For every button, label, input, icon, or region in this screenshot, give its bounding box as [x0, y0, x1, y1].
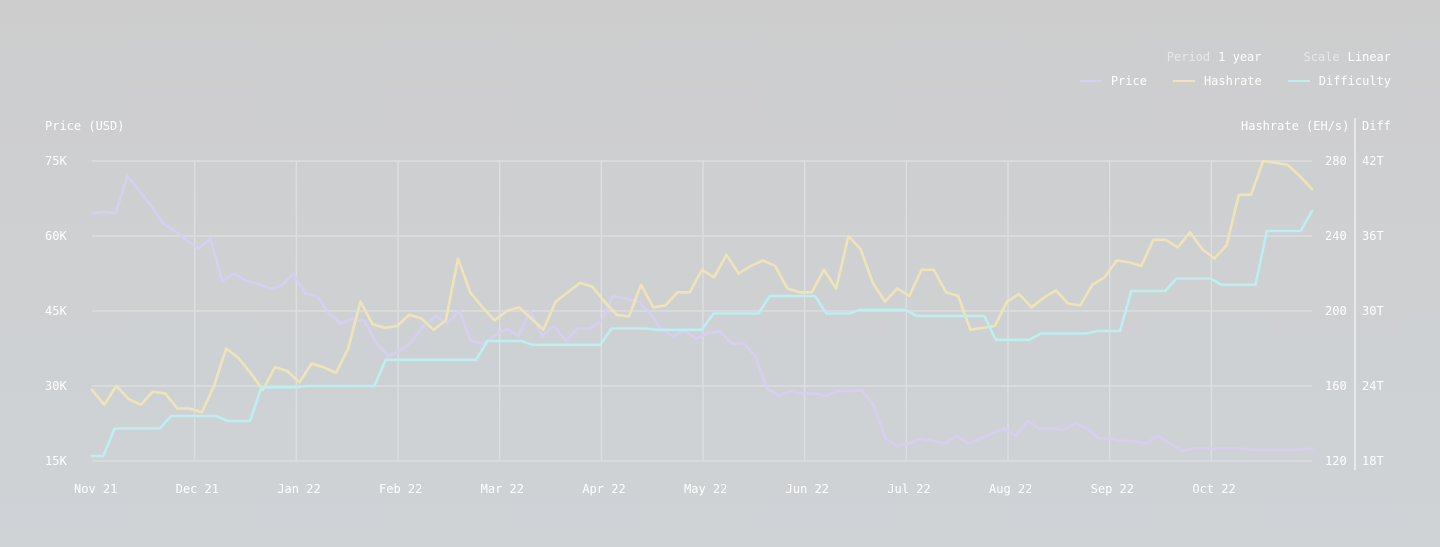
chart-controls: Period 1 year Scale Linear: [1167, 50, 1391, 64]
difficulty-tick-label: 36T: [1362, 229, 1384, 243]
difficulty-tick-label: 42T: [1362, 154, 1384, 168]
period-control[interactable]: Period 1 year: [1167, 50, 1262, 64]
legend-item-difficulty[interactable]: Difficulty: [1287, 74, 1391, 88]
left-tick-label: 45K: [45, 304, 67, 318]
hashrate-tick-label: 240: [1325, 229, 1347, 243]
difficulty-tick-label: 30T: [1362, 304, 1384, 318]
left-tick-label: 60K: [45, 229, 67, 243]
x-tick-label: Jan 22: [277, 482, 320, 496]
price-series-line: [90, 174, 1314, 453]
x-tick-label: Apr 22: [582, 482, 625, 496]
legend-label-difficulty: Difficulty: [1318, 74, 1391, 88]
x-tick-label: Jun 22: [786, 482, 829, 496]
difficulty-axis-title: Diff: [1362, 119, 1391, 133]
legend-item-hashrate[interactable]: Hashrate: [1172, 74, 1262, 88]
scale-control[interactable]: Scale Linear: [1304, 50, 1391, 64]
period-label: Period: [1166, 50, 1211, 64]
left-tick-label: 15K: [45, 454, 67, 468]
difficulty-swatch-icon: [1287, 80, 1310, 82]
difficulty-tick-label: 24T: [1362, 379, 1384, 393]
hashrate-tick-label: 280: [1325, 154, 1347, 168]
hashrate-tick-label: 160: [1325, 379, 1347, 393]
scale-label: Scale: [1303, 50, 1340, 64]
left-tick-label: 75K: [45, 154, 67, 168]
x-tick-label: Jul 22: [887, 482, 930, 496]
difficulty-tick-label: 18T: [1362, 454, 1384, 468]
scale-value[interactable]: Linear: [1347, 50, 1391, 64]
left-tick-label: 30K: [45, 379, 67, 393]
tick-labels: 75K 280 42T 60K 240 36T 45K 200 30T 30K 160 24T 15K 1…: [45, 154, 1384, 496]
period-value[interactable]: 1 year: [1218, 50, 1262, 64]
legend-label-price: Price: [1110, 74, 1147, 88]
x-tick-label: Dec 21: [176, 482, 219, 496]
x-tick-label: Aug 22: [989, 482, 1032, 496]
x-tick-label: Feb 22: [379, 482, 422, 496]
left-axis-title: Price (USD): [45, 119, 125, 133]
price-swatch-icon: [1079, 80, 1102, 82]
x-tick-label: Nov 21: [74, 482, 117, 496]
x-tick-label: Mar 22: [481, 482, 524, 496]
legend-item-price[interactable]: Price: [1079, 74, 1147, 88]
x-tick-label: Sep 22: [1091, 482, 1134, 496]
series-lines: [90, 159, 1314, 458]
hashrate-tick-label: 120: [1325, 454, 1347, 468]
hashrate-tick-label: 200: [1325, 304, 1347, 318]
x-tick-label: May 22: [684, 482, 727, 496]
difficulty-series-line: [90, 209, 1314, 458]
hashrate-swatch-icon: [1172, 80, 1195, 82]
hashrate-series-line: [90, 159, 1314, 414]
grid-lines: [92, 160, 1312, 462]
hashrate-axis-title: Hashrate (EH/s): [1241, 119, 1350, 133]
legend-label-hashrate: Hashrate: [1203, 74, 1262, 88]
chart-legend: Price Hashrate Difficulty: [1079, 74, 1391, 88]
x-tick-label: Oct 22: [1192, 482, 1235, 496]
